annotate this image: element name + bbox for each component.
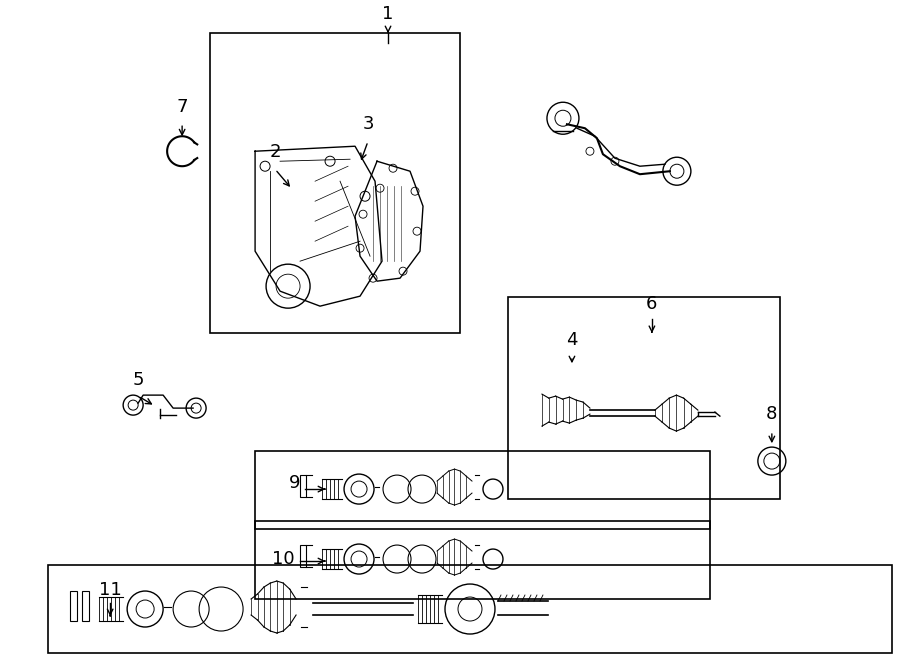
Bar <box>70 591 77 621</box>
Text: 9: 9 <box>289 474 300 492</box>
Text: 6: 6 <box>646 295 658 313</box>
Bar <box>255 521 710 599</box>
Bar <box>300 475 306 497</box>
Text: 5: 5 <box>132 371 144 389</box>
Bar <box>508 297 780 499</box>
Text: 3: 3 <box>363 115 374 134</box>
Text: 4: 4 <box>566 331 578 349</box>
Bar <box>82 591 89 621</box>
Bar <box>210 33 460 333</box>
Bar <box>255 451 710 529</box>
Bar <box>300 545 306 567</box>
Text: 10: 10 <box>273 550 295 568</box>
Text: 8: 8 <box>766 405 778 423</box>
Text: 2: 2 <box>269 143 281 161</box>
Text: 11: 11 <box>99 581 122 599</box>
Text: 7: 7 <box>176 98 188 116</box>
Bar <box>49 565 892 653</box>
Text: 1: 1 <box>382 5 393 23</box>
